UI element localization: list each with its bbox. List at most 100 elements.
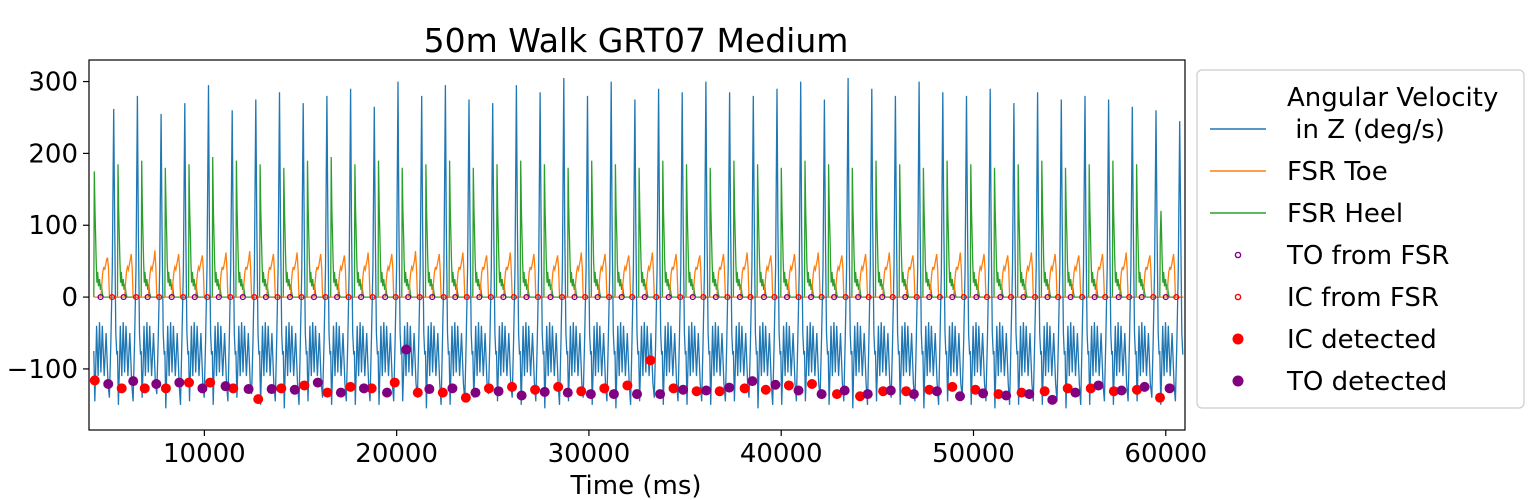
ic-from-fsr-point [1055,294,1062,301]
to-from-fsr-point [382,294,389,301]
ic-detected-point [739,383,750,394]
ic-from-fsr-point [889,294,896,301]
ic-from-fsr-point [983,294,991,301]
ic-from-fsr-point [558,294,566,301]
to-detected-point [839,385,850,396]
y-tick-label: 0 [61,283,78,313]
ic-from-fsr-point [1173,294,1180,301]
to-detected-point [978,388,989,399]
legend-marker-swatch [1232,375,1244,387]
to-detected-point [562,387,573,398]
ic-detected-point [1062,383,1073,394]
to-from-fsr-point [973,294,980,301]
ic-from-fsr-point [392,294,399,301]
ic-from-fsr-point [865,294,872,301]
to-detected-point [266,384,277,395]
ic-from-fsr-point [960,294,967,301]
legend-item-angular-velocity: Angular Velocity in Z (deg/s) [1210,83,1498,145]
to-detected-point [655,389,666,400]
to-detected-point [447,383,458,394]
to-from-fsr-point [215,294,222,301]
to-from-fsr-point [902,294,909,301]
ic-detected-point [89,375,100,386]
ic-from-fsr-point [180,294,187,301]
to-detected-point [1164,383,1175,394]
legend-label: TO detected [1286,367,1447,397]
y-tick-label: −100 [7,355,78,385]
to-detected-point [493,386,504,397]
ic-detected-point [1016,387,1027,398]
to-from-fsr-point [831,294,838,301]
to-from-fsr-point [476,294,483,301]
to-from-fsr-point [429,294,436,301]
ic-from-fsr-point [227,294,234,301]
y-tick-label: 100 [28,211,78,241]
ic-detected-point [714,386,725,397]
to-from-fsr-point [144,294,151,301]
to-from-fsr-point [1044,294,1051,301]
ic-detected-point [299,380,310,391]
to-from-fsr-point [1115,294,1122,301]
x-axis-label: Time (ms) [569,471,701,500]
y-tick-label: 300 [28,68,78,98]
to-from-fsr-point [807,294,815,301]
ic-detected-point [783,380,794,391]
ic-detected-point [1039,386,1050,397]
to-from-fsr-point [571,294,578,301]
ic-detected-point [855,391,866,402]
ic-detected-point [483,383,494,394]
legend: Angular Velocity in Z (deg/s) FSR Toe FSR … [1196,69,1525,409]
legend-label: FSR Toe [1287,157,1388,187]
to-detected-point [539,386,550,397]
to-detected-point [1139,381,1150,392]
ic-detected-point [553,381,564,392]
to-detected-point [243,384,254,395]
ic-from-fsr-point [251,294,258,301]
ic-detected-point [530,384,541,395]
ic-from-fsr-point [629,294,636,301]
to-from-fsr-point [997,294,1004,301]
legend-item-fsr-heel: FSR Heel [1210,199,1403,229]
x-tick-label: 50000 [932,439,1015,469]
ic-from-fsr-point [298,294,305,301]
ic-detected-point [412,387,423,398]
ic-detected-point [622,380,633,391]
legend-item-to-from-fsr: TO from FSR [1234,241,1449,271]
to-detected-point [401,344,412,355]
to-from-fsr-point [547,294,554,301]
ic-detected-point [345,381,356,392]
ic-from-fsr-point [677,294,684,301]
to-detected-point [1024,389,1035,400]
to-from-fsr-point [333,294,341,301]
ic-from-fsr-point [606,294,613,301]
to-detected-point [955,391,966,402]
to-detected-point [1001,390,1012,401]
to-from-fsr-point [926,294,933,301]
to-from-fsr-point [760,294,767,301]
ic-detected-point [645,355,656,366]
to-from-fsr-point [736,294,743,301]
ic-detected-point [993,389,1004,400]
ic-from-fsr-point [582,294,589,301]
ic-from-fsr-point [1102,294,1109,301]
to-from-fsr-point [120,294,127,301]
ic-from-fsr-point [274,294,281,301]
ic-detected-point [878,386,889,397]
to-from-fsr-point [641,294,648,301]
ic-detected-point [205,377,216,388]
to-from-fsr-point [594,294,601,301]
ic-detected-point [806,379,817,390]
ic-from-fsr-point [369,294,376,301]
ic-detected-point [599,383,610,394]
ic-from-fsr-point [842,294,849,301]
ic-from-fsr-point [1079,294,1086,301]
to-detected-point [103,379,114,390]
ic-from-fsr-point [653,294,660,301]
ic-detected-point [253,394,264,405]
ic-detected-point [139,383,150,394]
legend-label: TO from FSR [1286,241,1449,271]
ic-from-fsr-point [1150,294,1157,301]
legend-label: FSR Heel [1287,199,1403,229]
ic-from-fsr-point [818,294,825,301]
legend-label: IC from FSR [1287,283,1439,313]
